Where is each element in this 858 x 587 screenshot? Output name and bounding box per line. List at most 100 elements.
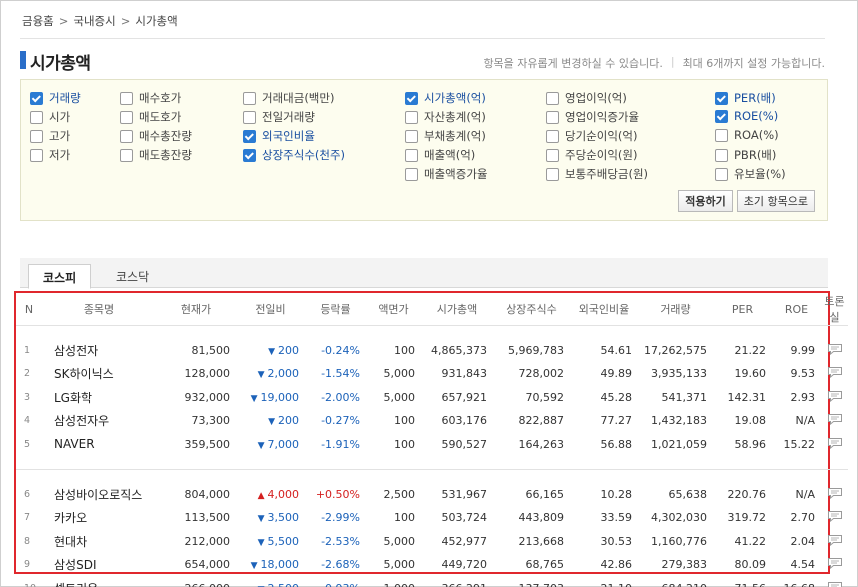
option-item[interactable]: ROA(%) <box>715 128 779 142</box>
checkbox-checked[interactable] <box>30 91 43 105</box>
option-item[interactable]: 거래대금(백만) <box>243 90 334 106</box>
breadcrumb-domestic[interactable]: 국내증시 <box>73 14 116 28</box>
checkbox[interactable] <box>546 167 559 181</box>
breadcrumb-home[interactable]: 금융홈 <box>22 14 54 28</box>
checkbox[interactable] <box>120 148 133 162</box>
stock-name-link[interactable]: LG화학 <box>54 390 93 405</box>
checkbox[interactable] <box>546 110 559 124</box>
checkbox[interactable] <box>30 129 43 143</box>
discussion-link[interactable] <box>821 433 848 457</box>
checkbox[interactable] <box>30 110 43 124</box>
discussion-link[interactable] <box>821 483 848 507</box>
foreign-ratio: 45.28 <box>600 390 633 404</box>
option-item[interactable]: 매수총잔량 <box>120 128 192 144</box>
discussion-link[interactable] <box>821 409 848 433</box>
roe-value: 15.22 <box>783 437 816 451</box>
stock-name-link[interactable]: NAVER <box>54 437 95 452</box>
reset-button[interactable]: 초기 항목으로 <box>736 190 815 212</box>
option-item[interactable]: 유보율(%) <box>715 166 786 182</box>
breadcrumb-current[interactable]: 시가총액 <box>135 14 178 28</box>
checkbox[interactable] <box>546 91 559 105</box>
checkbox-checked[interactable] <box>243 148 256 162</box>
option-item[interactable]: 상장주식수(천주) <box>243 147 345 163</box>
apply-button[interactable]: 적용하기 <box>678 190 733 212</box>
option-item[interactable]: PBR(배) <box>715 147 776 163</box>
checkbox[interactable] <box>546 148 559 162</box>
speech-bubble-icon[interactable] <box>827 413 843 426</box>
stock-name-link[interactable]: 현대차 <box>54 534 88 549</box>
option-item[interactable]: 자산총계(억) <box>405 109 486 125</box>
checkbox-checked[interactable] <box>715 91 728 105</box>
option-item[interactable]: PER(배) <box>715 90 776 106</box>
option-item[interactable]: 시가 <box>30 109 70 125</box>
option-item[interactable]: ROE(%) <box>715 109 778 123</box>
option-item[interactable]: 거래량 <box>30 90 81 106</box>
speech-bubble-icon[interactable] <box>827 343 843 355</box>
speech-bubble-icon[interactable] <box>827 510 843 523</box>
checkbox-checked[interactable] <box>405 91 418 105</box>
stock-name-link[interactable]: SK하이닉스 <box>54 367 114 382</box>
tab-kosdaq[interactable]: 코스닥 <box>116 270 150 284</box>
stock-name-link[interactable]: 셀트리온 <box>42 577 156 587</box>
option-item[interactable]: 매출액증가율 <box>405 166 487 182</box>
spacer-cell <box>16 456 848 469</box>
option-item[interactable]: 시가총액(억) <box>405 90 486 106</box>
speech-bubble-icon[interactable] <box>827 366 843 379</box>
option-item[interactable]: 외국인비율 <box>243 128 315 144</box>
checkbox[interactable] <box>405 148 418 162</box>
discussion-link[interactable] <box>821 530 848 554</box>
option-item[interactable]: 부채총계(억) <box>405 128 486 144</box>
tab-kospi[interactable]: 코스피 <box>28 264 92 289</box>
speech-bubble-icon[interactable] <box>827 534 843 546</box>
discussion-link[interactable] <box>821 386 848 410</box>
column-header: PER <box>713 293 772 326</box>
speech-bubble-icon[interactable] <box>827 487 843 499</box>
discussion-link[interactable] <box>821 506 848 530</box>
option-item[interactable]: 전일거래량 <box>243 109 315 125</box>
checkbox-checked[interactable] <box>243 129 256 143</box>
checkbox[interactable] <box>715 128 728 142</box>
option-item[interactable]: 고가 <box>30 128 70 144</box>
option-item[interactable]: 매도총잔량 <box>120 147 192 163</box>
option-item[interactable]: 보통주배당금(원) <box>546 166 648 182</box>
checkbox[interactable] <box>546 129 559 143</box>
option-label: 매수총잔량 <box>139 129 192 143</box>
stock-name-link[interactable]: 삼성전자우 <box>54 414 110 429</box>
speech-bubble-icon[interactable] <box>827 581 843 587</box>
checkbox-checked[interactable] <box>715 109 728 123</box>
checkbox[interactable] <box>30 148 43 162</box>
stock-name-link[interactable]: 삼성전자 <box>54 343 99 358</box>
option-item[interactable]: 매수호가 <box>120 90 181 106</box>
option-item[interactable]: 영업이익증가율 <box>546 109 639 125</box>
checkbox[interactable] <box>120 110 133 124</box>
checkbox[interactable] <box>715 148 728 162</box>
discussion-link[interactable] <box>821 577 848 587</box>
stock-name-link[interactable]: 삼성바이오로직스 <box>54 487 143 502</box>
option-item[interactable]: 저가 <box>30 147 70 163</box>
discussion-link[interactable] <box>821 339 848 363</box>
checkbox[interactable] <box>243 91 256 105</box>
option-item[interactable]: 매출액(억) <box>405 147 475 163</box>
checkbox[interactable] <box>405 129 418 143</box>
checkbox[interactable] <box>120 129 133 143</box>
stock-name-link[interactable]: 카카오 <box>54 511 88 526</box>
option-item[interactable]: 영업이익(억) <box>546 90 627 106</box>
speech-bubble-icon[interactable] <box>827 390 843 402</box>
speech-bubble-icon[interactable] <box>827 437 843 449</box>
discussion-link[interactable] <box>821 553 848 577</box>
checkbox[interactable] <box>243 110 256 124</box>
per-value: 80.09 <box>734 558 767 572</box>
stock-name-link[interactable]: 삼성SDI <box>54 558 97 573</box>
option-item[interactable]: 주당순이익(원) <box>546 147 637 163</box>
listed-shares: 213,668 <box>518 534 565 548</box>
discussion-link[interactable] <box>821 362 848 386</box>
checkbox[interactable] <box>120 91 133 105</box>
foreign-ratio: 10.28 <box>600 487 633 501</box>
speech-bubble-icon[interactable] <box>827 557 843 570</box>
checkbox[interactable] <box>405 110 418 124</box>
checkbox[interactable] <box>715 167 728 181</box>
checkbox[interactable] <box>405 167 418 181</box>
option-item[interactable]: 당기순이익(억) <box>546 128 637 144</box>
option-item[interactable]: 매도호가 <box>120 109 181 125</box>
market-cap: 452,977 <box>441 534 488 548</box>
